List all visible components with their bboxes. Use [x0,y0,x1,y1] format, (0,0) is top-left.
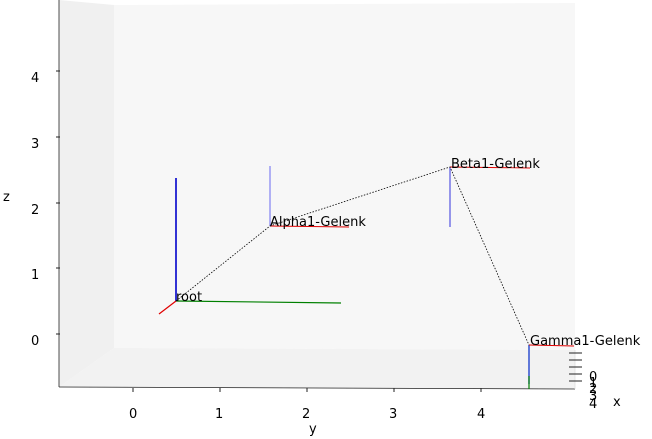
x-tick-label: 0 [589,370,597,385]
edge-bottom [58,386,576,390]
frame-beta1 [449,166,531,227]
joint-label-gamma1: Gamma1-Gelenk [530,334,641,349]
floor-pane [59,348,575,389]
x-tick-label: 4 [589,397,597,412]
joint-label-root: root [176,290,202,305]
beta1-x-axis [449,166,531,169]
x-tick-label: 1 [589,376,597,391]
z-tick-label: 3 [31,137,39,152]
frame-alpha1 [269,166,350,228]
y-tick-labels: 0 1 2 3 4 [129,407,485,422]
x-axis-label: x [613,395,621,410]
z-tick-label: 4 [31,71,39,86]
y-axis-label: y [309,422,317,437]
joint-label-alpha1: Alpha1-Gelenk [270,215,366,230]
x-tick-labels: 0 1 2 3 4 [589,370,597,412]
z-tick-label: 0 [31,334,39,349]
y-tick-label: 4 [477,407,485,422]
y-tick-label: 3 [389,407,397,422]
frame-root [158,178,342,315]
z-tick-label: 2 [31,203,39,218]
frame-gamma1 [528,344,575,389]
z-axis-ticks [56,70,60,335]
root-x-axis [158,300,177,315]
y-tick-label: 0 [129,407,137,422]
y-tick-label: 1 [215,407,223,422]
alpha1-x-axis [269,225,350,228]
z-axis-label: z [3,190,10,205]
z-tick-label: 1 [31,268,39,283]
x-axis-ticks [569,352,582,382]
link-chain [175,166,530,346]
x-tick-label: 3 [589,389,597,404]
y-axis-ticks [132,388,482,392]
gamma1-x-axis [528,344,575,347]
back-pane [114,3,575,350]
left-pane [59,0,114,387]
z-tick-labels: 4 3 2 1 0 [31,71,39,349]
y-tick-label: 2 [302,407,310,422]
root-y-axis [175,300,342,304]
joint-label-beta1: Beta1-Gelenk [451,157,540,172]
x-tick-label: 2 [589,382,597,397]
